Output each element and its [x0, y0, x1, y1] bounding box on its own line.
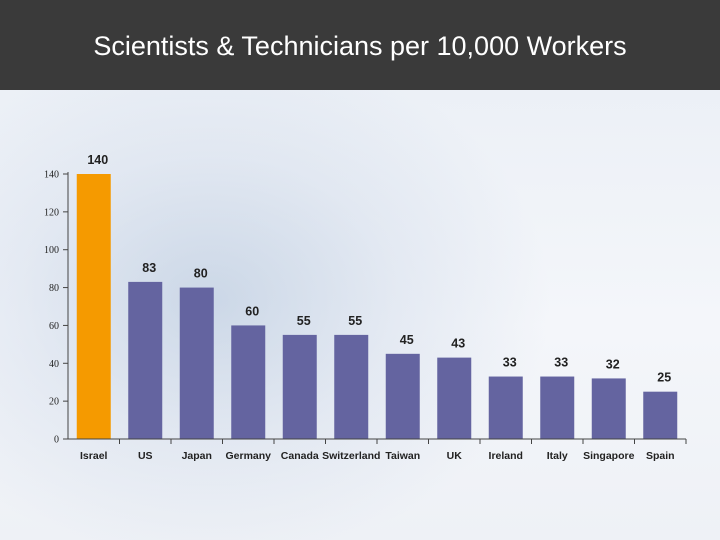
x-tick-label: Taiwan — [385, 450, 420, 462]
y-tick-label: 120 — [44, 207, 59, 218]
y-tick-label: 40 — [49, 359, 59, 370]
title-bar — [0, 0, 720, 90]
y-tick-label: 80 — [49, 283, 59, 294]
bar-japan — [179, 287, 214, 439]
bar-spain — [643, 391, 678, 439]
y-tick-label: 20 — [49, 397, 59, 408]
value-label: 140 — [87, 153, 108, 167]
bar-switzerland — [334, 334, 369, 439]
slide-title: Scientists & Technicians per 10,000 Work… — [93, 31, 627, 61]
value-label: 45 — [400, 333, 414, 347]
value-label: 55 — [297, 314, 311, 328]
bars — [76, 174, 678, 439]
y-tick-label: 0 — [54, 435, 59, 446]
bar-taiwan — [385, 353, 420, 439]
y-tick-label: 100 — [44, 245, 59, 256]
value-labels: 140 83 80 60 55 55 45 43 33 33 32 25 — [87, 153, 671, 385]
x-tick-label: Ireland — [489, 450, 523, 462]
value-label: 32 — [606, 357, 620, 371]
bar-us — [128, 281, 163, 439]
y-tick-label: 140 — [44, 170, 59, 181]
value-label: 80 — [194, 267, 208, 281]
x-tick-label: Israel — [80, 450, 108, 462]
bar-ireland — [488, 376, 523, 439]
bar-germany — [231, 325, 266, 439]
value-label: 43 — [451, 337, 465, 351]
x-axis-ticks: Israel US Japan Germany Canada Switzerland Tai… — [80, 450, 675, 462]
value-label: 55 — [348, 314, 362, 328]
value-label: 60 — [245, 304, 259, 318]
bar-canada — [282, 334, 317, 439]
x-tick-label: Switzerland — [322, 450, 380, 462]
value-label: 33 — [554, 356, 568, 370]
value-label: 83 — [142, 261, 156, 275]
axes — [63, 172, 687, 444]
x-tick-label: Germany — [225, 450, 271, 462]
y-axis-ticks: 0 20 40 60 80 100 120 140 — [44, 170, 59, 446]
x-tick-label: Canada — [281, 450, 319, 462]
x-tick-label: Japan — [182, 450, 212, 462]
y-tick-label: 60 — [49, 321, 59, 332]
x-tick-label: Singapore — [583, 450, 635, 462]
bar-singapore — [591, 378, 626, 439]
value-label: 25 — [657, 371, 671, 385]
x-tick-label: UK — [447, 450, 463, 462]
bar-uk — [437, 357, 472, 439]
x-tick-label: Italy — [547, 450, 568, 462]
bar-israel — [76, 174, 111, 439]
bar-italy — [540, 376, 575, 439]
value-label: 33 — [503, 356, 517, 370]
x-tick-label: Spain — [646, 450, 675, 462]
x-tick-label: US — [138, 450, 153, 462]
